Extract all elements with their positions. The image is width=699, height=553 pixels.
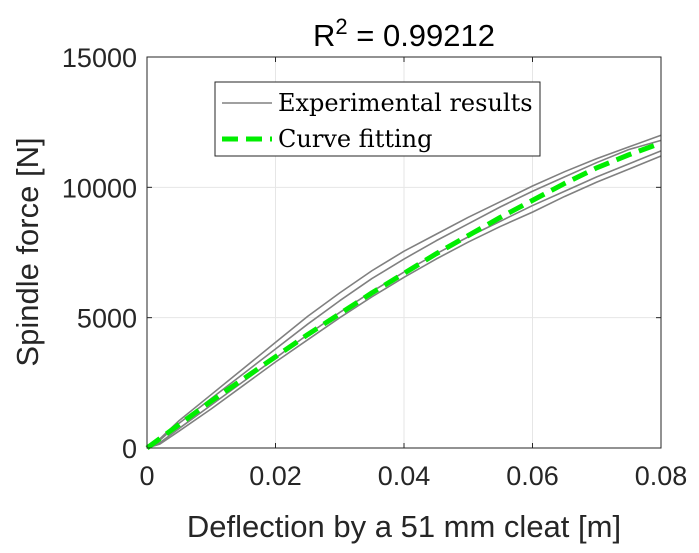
x-tick-label: 0 — [139, 461, 154, 491]
y-tick-label: 10000 — [62, 173, 137, 203]
experimental-results-line-1 — [146, 134, 662, 449]
ticks: 0 0.02 0.04 0.06 0.08 0 5000 10000 15000 — [62, 43, 687, 491]
legend-curve-fitting-label: Curve fitting — [278, 125, 432, 153]
x-tick-label: 0.06 — [506, 461, 559, 491]
y-tick-label: 0 — [122, 434, 137, 464]
series-layer — [145, 134, 662, 451]
title-base: R — [313, 18, 335, 53]
curve-fitting-line — [145, 140, 662, 451]
title-value: = 0.99212 — [348, 18, 495, 53]
x-tick-label: 0.04 — [378, 461, 431, 491]
y-tick-label: 5000 — [77, 304, 137, 334]
experimental-results-line-4 — [146, 155, 662, 449]
y-axis-label: Spindle force [N] — [10, 137, 45, 366]
chart-title: R2 = 0.99212 — [313, 14, 495, 53]
x-tick-label: 0.02 — [249, 461, 302, 491]
title-superscript: 2 — [335, 14, 347, 39]
legend: Experimental results Curve fitting — [214, 81, 541, 157]
x-axis-label: Deflection by a 51 mm cleat [m] — [187, 509, 621, 544]
legend-experimental-label: Experimental results — [278, 89, 533, 117]
x-tick-label: 0.08 — [635, 461, 688, 491]
legend-box — [214, 81, 541, 157]
y-tick-label: 15000 — [62, 43, 137, 73]
